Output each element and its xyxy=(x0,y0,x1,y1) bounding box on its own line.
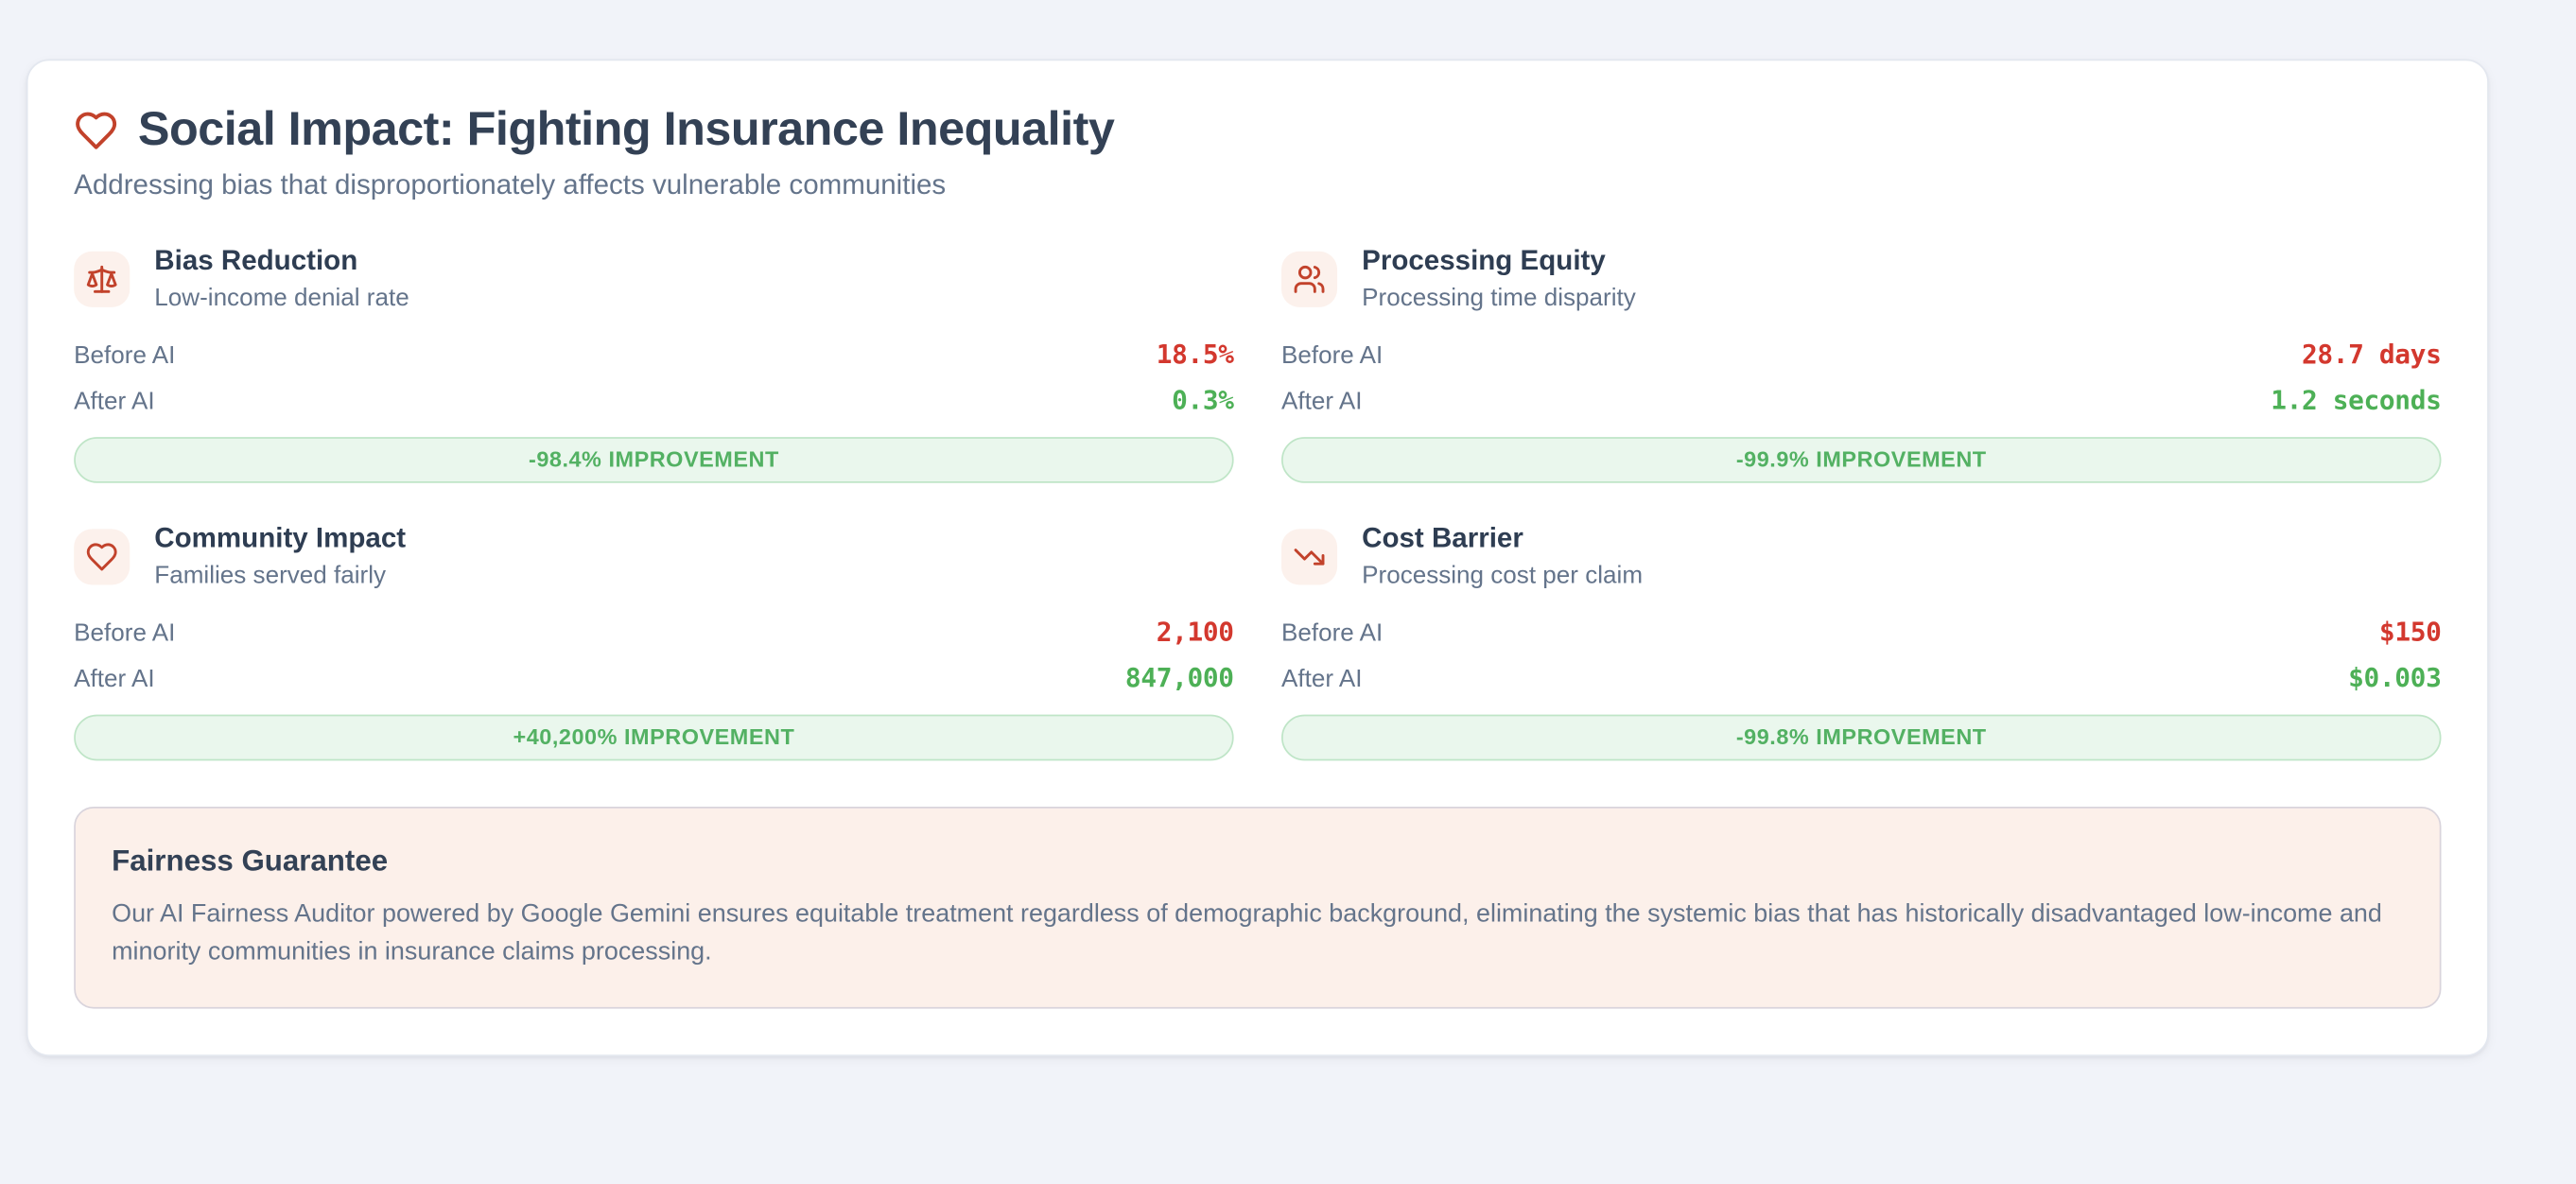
heart-icon xyxy=(85,540,118,573)
metric-card-bias-reduction: Bias Reduction Low-income denial rate Be… xyxy=(74,241,1234,483)
before-value: 18.5% xyxy=(1156,338,1234,370)
improvement-badge: -99.8% IMPROVEMENT xyxy=(1281,714,2442,761)
before-value: $150 xyxy=(2378,616,2442,648)
icon-chip xyxy=(74,250,131,306)
metric-title: Processing Equity xyxy=(1362,244,1606,276)
before-row: Before AI 2,100 xyxy=(74,616,1234,662)
icon-chip xyxy=(1281,528,1338,584)
metric-rows: Before AI 28.7 days After AI 1.2 seconds xyxy=(1281,338,2442,431)
before-label: Before AI xyxy=(1281,618,1384,648)
metric-title: Community Impact xyxy=(154,522,407,554)
metric-header-text: Community Impact Families served fairly xyxy=(154,519,406,593)
after-row: After AI 0.3% xyxy=(74,384,1234,431)
improvement-badge: +40,200% IMPROVEMENT xyxy=(74,714,1234,761)
before-row: Before AI 28.7 days xyxy=(1281,338,2442,385)
before-row: Before AI $150 xyxy=(1281,616,2442,662)
after-label: After AI xyxy=(74,665,155,694)
metric-rows: Before AI $150 After AI $0.003 xyxy=(1281,616,2442,708)
after-row: After AI 1.2 seconds xyxy=(1281,384,2442,431)
before-label: Before AI xyxy=(74,618,176,648)
fairness-body: Our AI Fairness Auditor powered by Googl… xyxy=(112,899,2382,966)
users-icon xyxy=(1293,262,1326,295)
improvement-badge: -99.9% IMPROVEMENT xyxy=(1281,437,2442,483)
metric-subtitle: Low-income denial rate xyxy=(154,284,409,313)
page-title: Social Impact: Fighting Insurance Inequa… xyxy=(137,103,1115,157)
after-value: 1.2 seconds xyxy=(2271,384,2442,416)
metrics-grid: Bias Reduction Low-income denial rate Be… xyxy=(74,241,2442,761)
social-impact-panel: Social Impact: Fighting Insurance Inequa… xyxy=(26,59,2489,1057)
fairness-guarantee-card: Fairness Guarantee Our AI Fairness Audit… xyxy=(74,806,2442,1009)
metric-rows: Before AI 2,100 After AI 847,000 xyxy=(74,616,1234,708)
metric-title: Cost Barrier xyxy=(1362,522,1523,554)
panel-header: Social Impact: Fighting Insurance Inequa… xyxy=(74,100,2441,160)
before-value: 2,100 xyxy=(1156,616,1234,648)
after-label: After AI xyxy=(1281,387,1363,416)
metric-card-processing-equity: Processing Equity Processing time dispar… xyxy=(1281,241,2442,483)
metric-header: Cost Barrier Processing cost per claim xyxy=(1281,519,2441,593)
after-value: $0.003 xyxy=(2348,662,2442,694)
after-row: After AI $0.003 xyxy=(1281,662,2442,708)
metric-rows: Before AI 18.5% After AI 0.3% xyxy=(74,338,1234,431)
before-row: Before AI 18.5% xyxy=(74,338,1234,385)
metric-card-community-impact: Community Impact Families served fairly … xyxy=(74,519,1234,761)
before-label: Before AI xyxy=(1281,341,1384,370)
fairness-title: Fairness Guarantee xyxy=(112,844,389,878)
metric-header-text: Cost Barrier Processing cost per claim xyxy=(1362,519,1643,593)
metric-title: Bias Reduction xyxy=(154,244,358,276)
after-label: After AI xyxy=(1281,665,1363,694)
before-value: 28.7 days xyxy=(2301,338,2442,370)
metric-header: Community Impact Families served fairly xyxy=(74,519,1233,593)
icon-chip xyxy=(74,528,131,584)
after-label: After AI xyxy=(74,387,155,416)
metric-subtitle: Processing time disparity xyxy=(1362,284,1636,313)
icon-chip xyxy=(1281,250,1338,306)
after-value: 0.3% xyxy=(1172,384,1234,416)
after-value: 847,000 xyxy=(1124,662,1234,694)
metric-header-text: Processing Equity Processing time dispar… xyxy=(1362,241,1636,315)
page-subtitle: Addressing bias that disproportionately … xyxy=(74,168,947,200)
heart-icon xyxy=(74,108,118,152)
after-row: After AI 847,000 xyxy=(74,662,1234,708)
metric-header: Bias Reduction Low-income denial rate xyxy=(74,241,1233,315)
trending-down-icon xyxy=(1293,540,1326,573)
metric-header-text: Bias Reduction Low-income denial rate xyxy=(154,241,409,315)
improvement-badge: -98.4% IMPROVEMENT xyxy=(74,437,1234,483)
metric-subtitle: Processing cost per claim xyxy=(1362,562,1644,590)
metric-header: Processing Equity Processing time dispar… xyxy=(1281,241,2441,315)
metric-card-cost-barrier: Cost Barrier Processing cost per claim B… xyxy=(1281,519,2442,761)
before-label: Before AI xyxy=(74,341,176,370)
scale-icon xyxy=(85,262,118,295)
metric-subtitle: Families served fairly xyxy=(154,562,387,590)
